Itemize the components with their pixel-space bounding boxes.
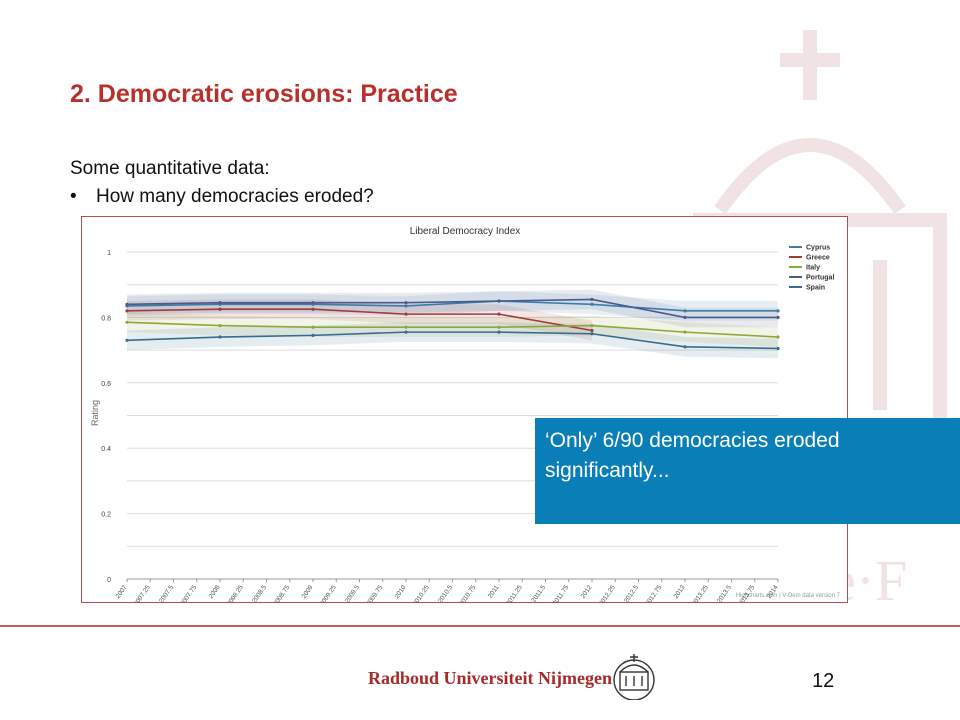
data-point-spain [218, 335, 222, 339]
confidence-band-cyprus [127, 291, 778, 321]
data-point-portugal [311, 301, 315, 305]
data-point-italy [404, 325, 408, 329]
data-point-cyprus [590, 302, 594, 306]
x-tick-label: 2009.75 [365, 584, 384, 602]
data-point-portugal [683, 315, 687, 319]
data-point-greece [497, 312, 501, 316]
bullet-text: How many democracies eroded? [96, 186, 374, 207]
x-tick-label: 2012.25 [598, 584, 617, 602]
x-tick-label: 2013 [673, 584, 687, 600]
x-tick-label: 2008.25 [226, 584, 245, 602]
y-tick-label: 0.2 [101, 512, 111, 519]
bullet-dot: • [70, 186, 77, 207]
x-tick-label: 2011 [487, 584, 501, 600]
data-point-spain [404, 330, 408, 334]
page-number: 12 [812, 670, 835, 692]
y-tick-label: 0.8 [101, 315, 111, 322]
y-tick-label: 0.4 [101, 446, 111, 453]
series-line-italy [126, 321, 779, 338]
data-point-greece [311, 307, 315, 311]
university-name: Radboud Universiteit Nijmegen [368, 668, 612, 688]
slide-title: 2. Democratic erosions: Practice [70, 80, 458, 108]
legend-label: Greece [806, 255, 830, 262]
x-tick-label: 2008 [208, 584, 222, 600]
x-tick-label: 2010.5 [437, 584, 454, 602]
x-tick-label: 2012.5 [623, 584, 640, 602]
x-tick-label: 2012 [580, 584, 594, 600]
x-tick-label: 2007 [115, 584, 129, 600]
data-point-cyprus [776, 309, 780, 313]
x-tick-label: 2007.75 [179, 584, 198, 602]
data-point-portugal [404, 301, 408, 305]
x-tick-label: 2010.25 [412, 584, 431, 602]
data-point-spain [683, 345, 687, 349]
data-point-spain [497, 330, 501, 334]
data-point-italy [218, 323, 222, 328]
data-point-greece [218, 307, 222, 311]
x-tick-label: 2012.75 [644, 584, 663, 602]
chart-frame: Liberal Democracy Index Rating Highchart… [81, 216, 848, 603]
series-line-greece [126, 308, 593, 332]
data-point-portugal [125, 302, 129, 306]
bullet-item: • How many democracies eroded? [70, 186, 374, 208]
data-point-spain [125, 338, 129, 342]
legend-label: Cyprus [806, 245, 830, 252]
x-tick-label: 2010 [394, 584, 408, 600]
confidence-band-portugal [127, 289, 778, 328]
x-tick-label: 2009.5 [344, 584, 361, 602]
university-seal-icon [613, 654, 655, 700]
data-point-portugal [497, 299, 501, 303]
x-tick-label: 2011.25 [505, 584, 524, 602]
data-point-italy [497, 325, 501, 329]
footer-divider [0, 625, 960, 627]
data-point-greece [404, 312, 408, 316]
x-tick-label: 2011.75 [551, 584, 570, 602]
data-point-spain [776, 346, 780, 351]
chart-credit: Highcharts.com | V-Dem data version 7 [736, 593, 841, 599]
data-point-spain [311, 333, 315, 337]
liberal-democracy-chart: Liberal Democracy Index Rating Highchart… [90, 226, 841, 602]
callout-box: ‘Only’ 6/90 democracies eroded significa… [535, 418, 960, 524]
legend-label: Portugal [806, 275, 834, 282]
x-tick-label: 2013.5 [716, 584, 733, 602]
data-point-portugal [590, 297, 594, 302]
data-point-spain [590, 332, 594, 336]
x-tick-label: 2010.75 [458, 584, 477, 602]
x-tick-label: 2011.5 [530, 584, 547, 602]
series-line-portugal [126, 298, 778, 319]
confidence-band-spain [127, 322, 778, 359]
data-point-italy [311, 325, 315, 329]
x-tick-label: 2007.5 [158, 584, 175, 602]
x-tick-label: 2009.25 [319, 584, 338, 602]
y-axis-label: Rating [90, 400, 100, 426]
x-tick-label: 2008.5 [251, 584, 268, 602]
y-tick-label: 0.6 [101, 381, 111, 388]
data-point-portugal [218, 301, 222, 305]
intro-text: Some quantitative data: [70, 158, 270, 179]
y-tick-label: 1 [107, 250, 111, 257]
legend-label: Spain [806, 285, 825, 292]
data-point-cyprus [683, 309, 687, 313]
x-tick-label: 2013.25 [691, 584, 710, 602]
data-point-italy [590, 323, 594, 328]
chart-title: Liberal Democracy Index [410, 226, 521, 237]
y-tick-label: 0 [107, 577, 111, 584]
confidence-band-italy [127, 312, 778, 347]
series-line-spain [126, 331, 779, 350]
data-point-greece [125, 309, 129, 313]
series-line-cyprus [126, 300, 778, 312]
x-tick-label: 2008.75 [272, 584, 291, 602]
data-point-cyprus [404, 304, 408, 308]
data-point-portugal [776, 315, 780, 319]
data-point-greece [590, 328, 594, 333]
x-tick-label: 2009 [301, 584, 315, 600]
legend-label: Italy [806, 265, 820, 272]
data-point-italy [683, 330, 687, 334]
x-tick-label: 2007.25 [133, 584, 152, 602]
data-point-italy [776, 335, 780, 339]
data-point-italy [125, 320, 129, 324]
